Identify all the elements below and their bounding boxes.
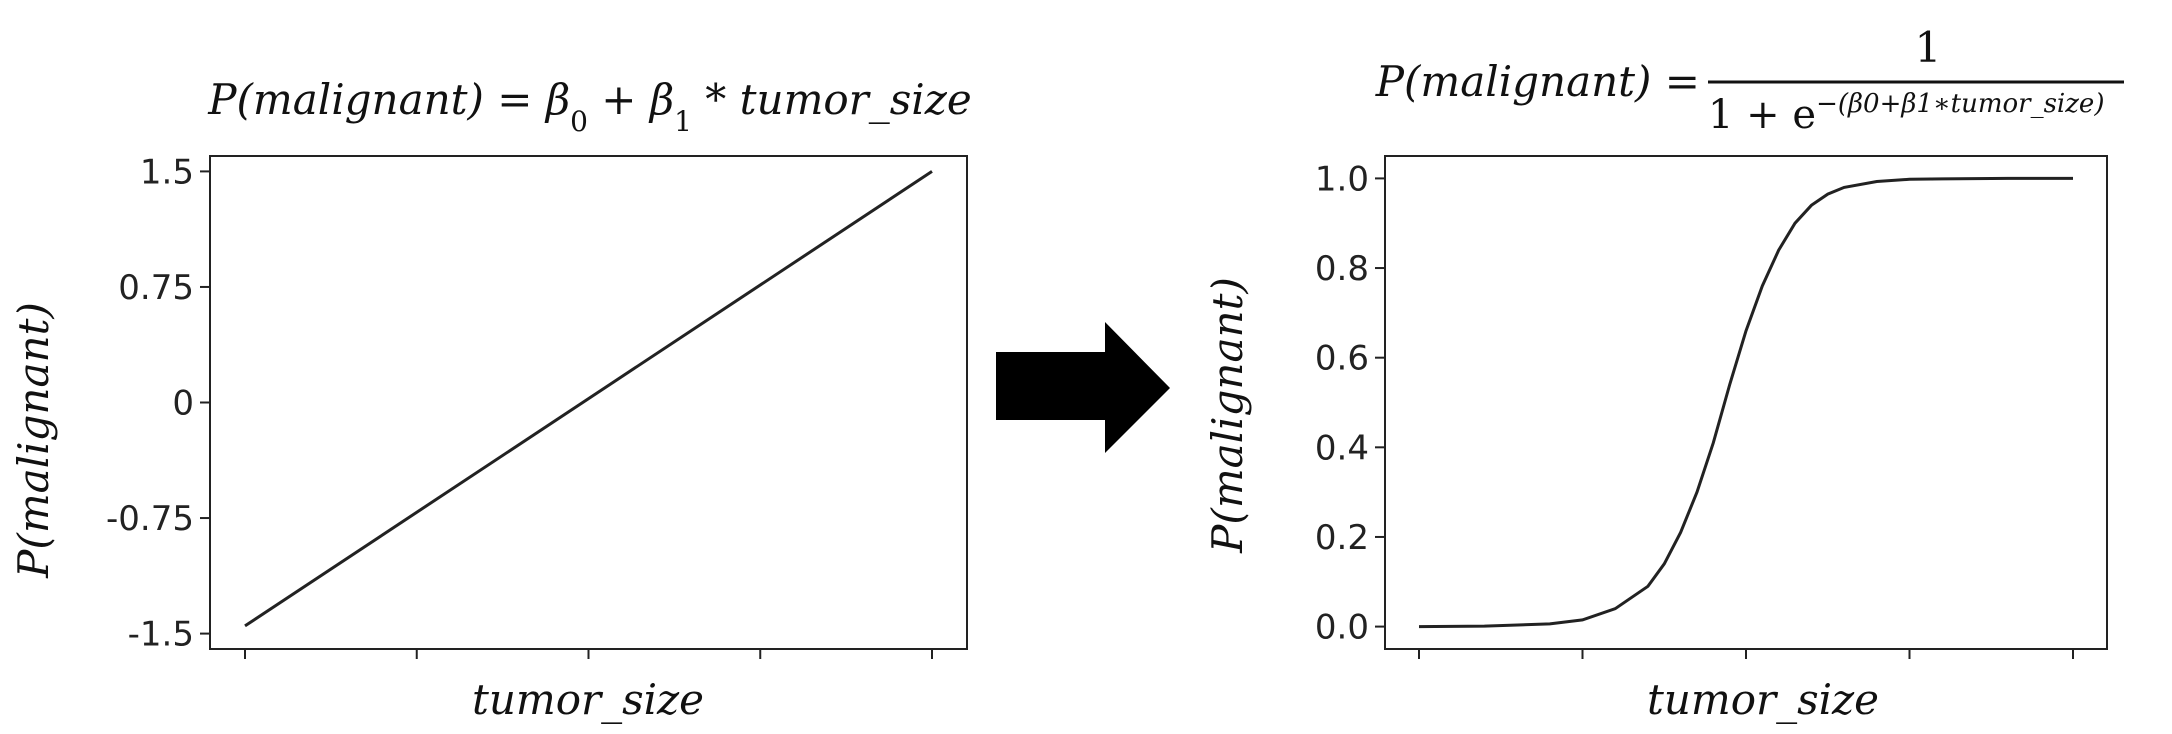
left-x-axis-ticks bbox=[244, 649, 933, 659]
left-y-axis-label: P(malignant) bbox=[9, 302, 58, 579]
right-y-tick-label: 0.0 bbox=[1315, 608, 1369, 648]
right-chart-title-numerator: 1 bbox=[1915, 23, 1942, 72]
left-y-tick-label: 0 bbox=[172, 384, 194, 424]
right-y-tick-label: 0.4 bbox=[1315, 428, 1369, 468]
left-y-tick-label: 1.5 bbox=[140, 152, 194, 192]
right-y-tick-label: 1.0 bbox=[1315, 159, 1369, 199]
right-y-axis-label: P(malignant) bbox=[1203, 277, 1252, 554]
right-chart-title-lhs: P(malignant) = bbox=[1375, 57, 1700, 106]
left-y-axis-ticks: 1.5 0.75 0 -0.75 -1.5 bbox=[106, 152, 210, 655]
right-x-axis-ticks bbox=[1418, 649, 2074, 659]
right-y-tick-label: 0.6 bbox=[1315, 339, 1369, 379]
right-chart: P(malignant) = 1 1 + e−(β0+β1∗tumor_size… bbox=[1203, 23, 2124, 724]
right-chart-title-denominator: 1 + e−(β0+β1∗tumor_size) bbox=[1708, 89, 2104, 138]
right-series-line bbox=[1418, 176, 2073, 629]
right-y-tick-label: 0.8 bbox=[1315, 249, 1369, 289]
left-chart: P(malignant) = β0 + β1 * tumor_size 1.5 0… bbox=[9, 75, 972, 724]
left-y-tick-label: 0.75 bbox=[118, 268, 194, 308]
left-x-axis-label: tumor_size bbox=[472, 675, 704, 724]
right-y-tick-label: 0.2 bbox=[1315, 518, 1369, 558]
left-chart-title: P(malignant) = β0 + β1 * tumor_size bbox=[207, 75, 971, 138]
left-series-line bbox=[244, 170, 933, 628]
right-y-axis-ticks: 1.0 0.8 0.6 0.4 0.2 0.0 bbox=[1315, 159, 1385, 648]
right-arrow-icon bbox=[996, 322, 1170, 453]
left-y-tick-label: -1.5 bbox=[128, 615, 194, 655]
right-x-axis-label: tumor_size bbox=[1647, 675, 1879, 724]
left-y-tick-label: -0.75 bbox=[106, 499, 194, 539]
right-plot-frame bbox=[1384, 155, 2108, 650]
